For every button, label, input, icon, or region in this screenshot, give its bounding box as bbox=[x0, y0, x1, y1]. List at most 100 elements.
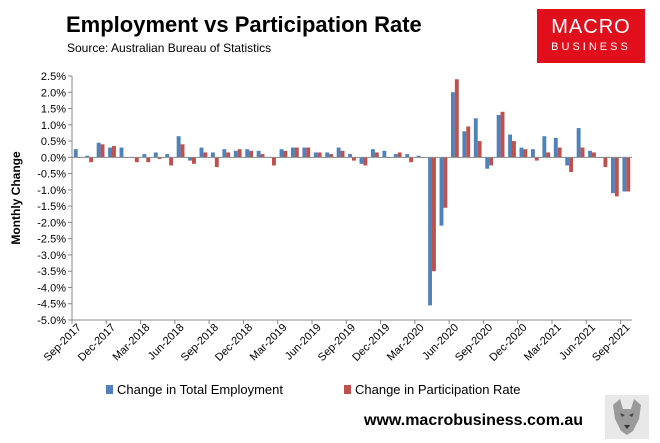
participation-bar bbox=[374, 152, 379, 158]
employment-bar bbox=[188, 157, 192, 161]
employment-bar bbox=[108, 147, 112, 158]
x-tick-label: Mar-2019 bbox=[248, 322, 290, 364]
employment-bar bbox=[313, 152, 318, 158]
legend-swatch-participation bbox=[344, 385, 351, 394]
y-tick-label: -3.5% bbox=[37, 266, 66, 278]
employment-bar bbox=[393, 154, 398, 158]
participation-bar bbox=[180, 144, 185, 158]
participation-bar bbox=[512, 141, 516, 158]
employment-bar bbox=[370, 149, 375, 158]
participation-bar bbox=[614, 157, 619, 197]
participation-bar bbox=[112, 145, 116, 158]
y-tick-label: 1.5% bbox=[41, 104, 66, 116]
employment-bar bbox=[496, 115, 501, 158]
participation-bar bbox=[157, 157, 162, 159]
participation-bar bbox=[454, 79, 459, 158]
participation-bar bbox=[489, 157, 494, 166]
x-tick-label: Dec-2020 bbox=[487, 322, 529, 364]
employment-bar bbox=[142, 154, 147, 158]
employment-bar bbox=[542, 136, 547, 158]
employment-bar bbox=[233, 150, 238, 158]
employment-bar bbox=[199, 147, 204, 158]
employment-bar bbox=[450, 92, 455, 158]
employment-bar bbox=[473, 118, 478, 158]
participation-bar bbox=[100, 144, 105, 158]
y-tick-label: -1.5% bbox=[37, 201, 66, 213]
participation-bar bbox=[226, 152, 231, 158]
y-tick-label: -2.0% bbox=[37, 217, 66, 229]
y-tick-label: 1.0% bbox=[41, 120, 66, 132]
participation-bar bbox=[134, 157, 139, 163]
employment-bar bbox=[302, 147, 307, 158]
employment-bar bbox=[290, 147, 295, 158]
macrobusiness-logo: MACRO BUSINESS bbox=[537, 9, 645, 63]
y-tick-label: 0.5% bbox=[41, 136, 66, 148]
participation-bar bbox=[306, 147, 311, 158]
participation-bar bbox=[329, 154, 334, 158]
y-tick-label: -1.0% bbox=[37, 185, 66, 197]
participation-bar bbox=[352, 157, 356, 161]
employment-bar bbox=[210, 152, 215, 158]
participation-bar bbox=[249, 150, 254, 158]
employment-bar bbox=[153, 152, 158, 158]
participation-bar bbox=[283, 150, 288, 158]
employment-bar bbox=[485, 157, 490, 169]
chart-source: Source: Australian Bureau of Statistics bbox=[67, 41, 272, 55]
employment-bar bbox=[462, 131, 467, 158]
participation-bar bbox=[89, 157, 94, 163]
participation-bar bbox=[500, 111, 505, 158]
employment-bar bbox=[73, 149, 78, 158]
employment-bar bbox=[530, 149, 535, 158]
employment-bar bbox=[96, 142, 101, 158]
participation-bar bbox=[203, 152, 208, 158]
employment-bar bbox=[576, 128, 581, 158]
y-tick-label: -4.0% bbox=[37, 282, 66, 294]
y-tick-label: 0.0% bbox=[41, 152, 66, 164]
participation-bar bbox=[477, 141, 482, 158]
employment-bar bbox=[428, 157, 432, 306]
employment-bar bbox=[348, 154, 352, 158]
employment-bar bbox=[222, 149, 227, 158]
y-tick-label: -5.0% bbox=[37, 315, 66, 327]
participation-bar bbox=[409, 157, 414, 163]
y-tick-label: -2.5% bbox=[37, 234, 66, 246]
employment-bar bbox=[85, 155, 90, 158]
participation-bar bbox=[592, 152, 596, 158]
y-tick-label: -3.0% bbox=[37, 250, 66, 262]
employment-bar bbox=[325, 152, 330, 158]
participation-bar bbox=[603, 157, 608, 168]
participation-bar bbox=[523, 149, 528, 158]
employment-bar bbox=[588, 150, 592, 158]
y-tick-label: 2.5% bbox=[41, 71, 66, 83]
legend-swatch-employment bbox=[106, 385, 113, 394]
legend-label-employment: Change in Total Employment bbox=[117, 382, 283, 397]
participation-bar bbox=[569, 157, 574, 172]
employment-bar bbox=[119, 147, 124, 158]
chart-title: Employment vs Participation Rate bbox=[66, 12, 422, 37]
participation-bar bbox=[340, 150, 345, 158]
y-tick-label: -0.5% bbox=[37, 169, 66, 181]
x-tick-label: Dec-2018 bbox=[213, 322, 255, 364]
employment-bar bbox=[439, 157, 444, 226]
employment-bar bbox=[610, 157, 615, 194]
participation-bar bbox=[580, 147, 585, 158]
participation-bar bbox=[397, 152, 402, 158]
logo-line-2: BUSINESS bbox=[551, 41, 631, 53]
logo-line-1: MACRO bbox=[551, 16, 631, 38]
employment-bar bbox=[519, 147, 524, 158]
y-tick-label: -4.5% bbox=[37, 299, 66, 311]
participation-bar bbox=[626, 157, 631, 192]
participation-bar bbox=[169, 157, 174, 166]
participation-bar bbox=[214, 157, 219, 168]
employment-bar bbox=[382, 150, 387, 158]
employment-bar bbox=[279, 149, 284, 158]
employment-bar bbox=[553, 137, 558, 158]
website-url: www.macrobusiness.com.au bbox=[364, 412, 584, 429]
x-tick-label: Mar-2021 bbox=[522, 322, 564, 364]
participation-bar bbox=[260, 154, 265, 158]
employment-bar bbox=[359, 157, 364, 164]
employment-bar bbox=[165, 154, 170, 158]
participation-bar bbox=[192, 157, 196, 164]
participation-bar bbox=[443, 157, 448, 208]
